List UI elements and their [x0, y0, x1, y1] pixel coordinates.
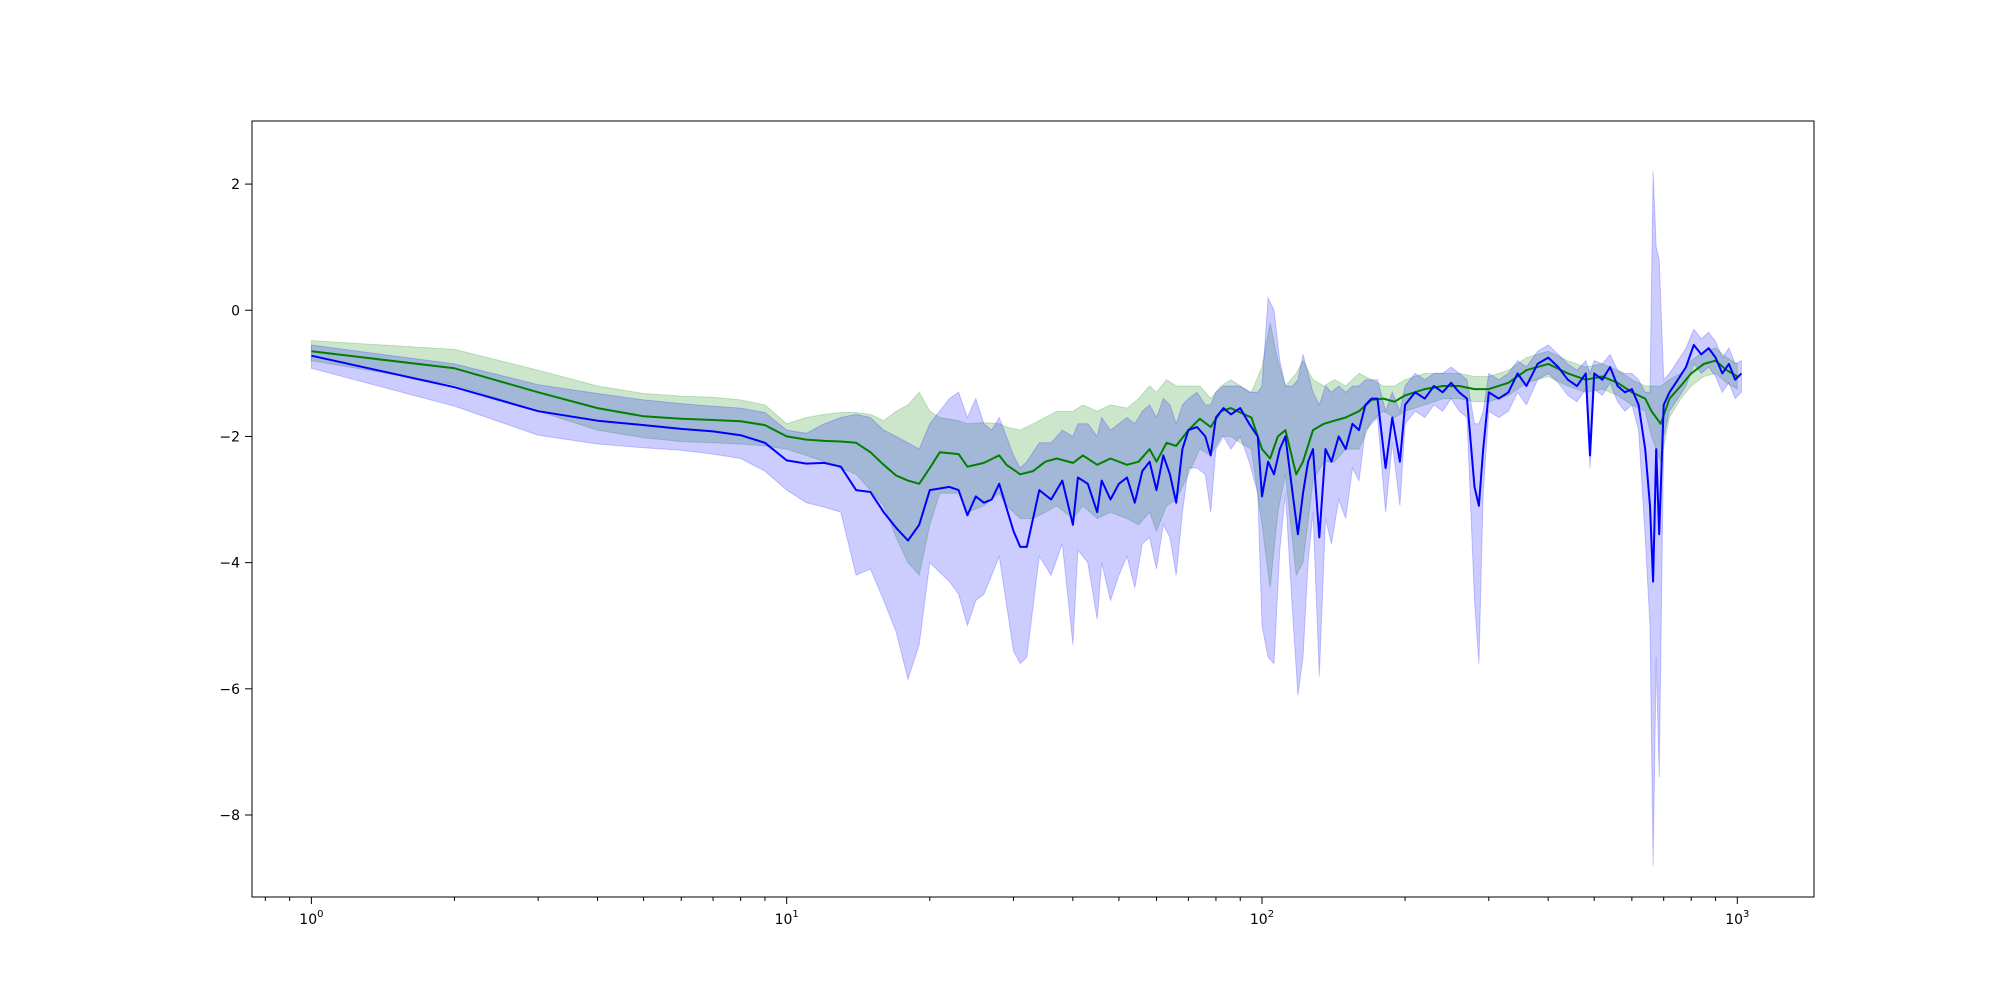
series-1-band: [310, 322, 1738, 588]
x-tick-label: 101: [775, 909, 799, 928]
series-2-band: [310, 171, 1742, 866]
y-tick-label: 2: [231, 177, 240, 193]
y-tick-label: 0: [231, 303, 240, 319]
y-tick-label: −4: [219, 556, 240, 572]
x-axis-ticks: 100 101 102 103: [264, 897, 1749, 928]
plot-frame: [251, 120, 1815, 898]
x-tick-label: 102: [1250, 909, 1274, 928]
y-tick-label: −8: [219, 808, 240, 824]
y-tick-label: −2: [219, 429, 240, 445]
x-tick-label-exponent: 3: [1743, 909, 1749, 920]
x-tick-label-exponent: 0: [317, 909, 323, 920]
series-lines: [311, 344, 1743, 583]
series-2-line: [311, 344, 1743, 583]
y-tick-label: −6: [219, 682, 240, 698]
x-tick-label-base: 10: [299, 912, 317, 928]
series-1-line: [311, 350, 1738, 485]
x-tick-label-exponent: 2: [1268, 909, 1274, 920]
x-tick-label-base: 10: [1725, 912, 1743, 928]
confidence-bands: [310, 171, 1742, 866]
x-tick-label-base: 10: [1250, 912, 1268, 928]
x-tick-label-base: 10: [775, 912, 793, 928]
x-tick-label: 103: [1725, 909, 1749, 928]
x-tick-label-exponent: 1: [792, 909, 798, 920]
y-axis-ticks: 2 0 −2 −4 −6 −8: [219, 177, 252, 824]
x-tick-label: 100: [299, 909, 323, 928]
